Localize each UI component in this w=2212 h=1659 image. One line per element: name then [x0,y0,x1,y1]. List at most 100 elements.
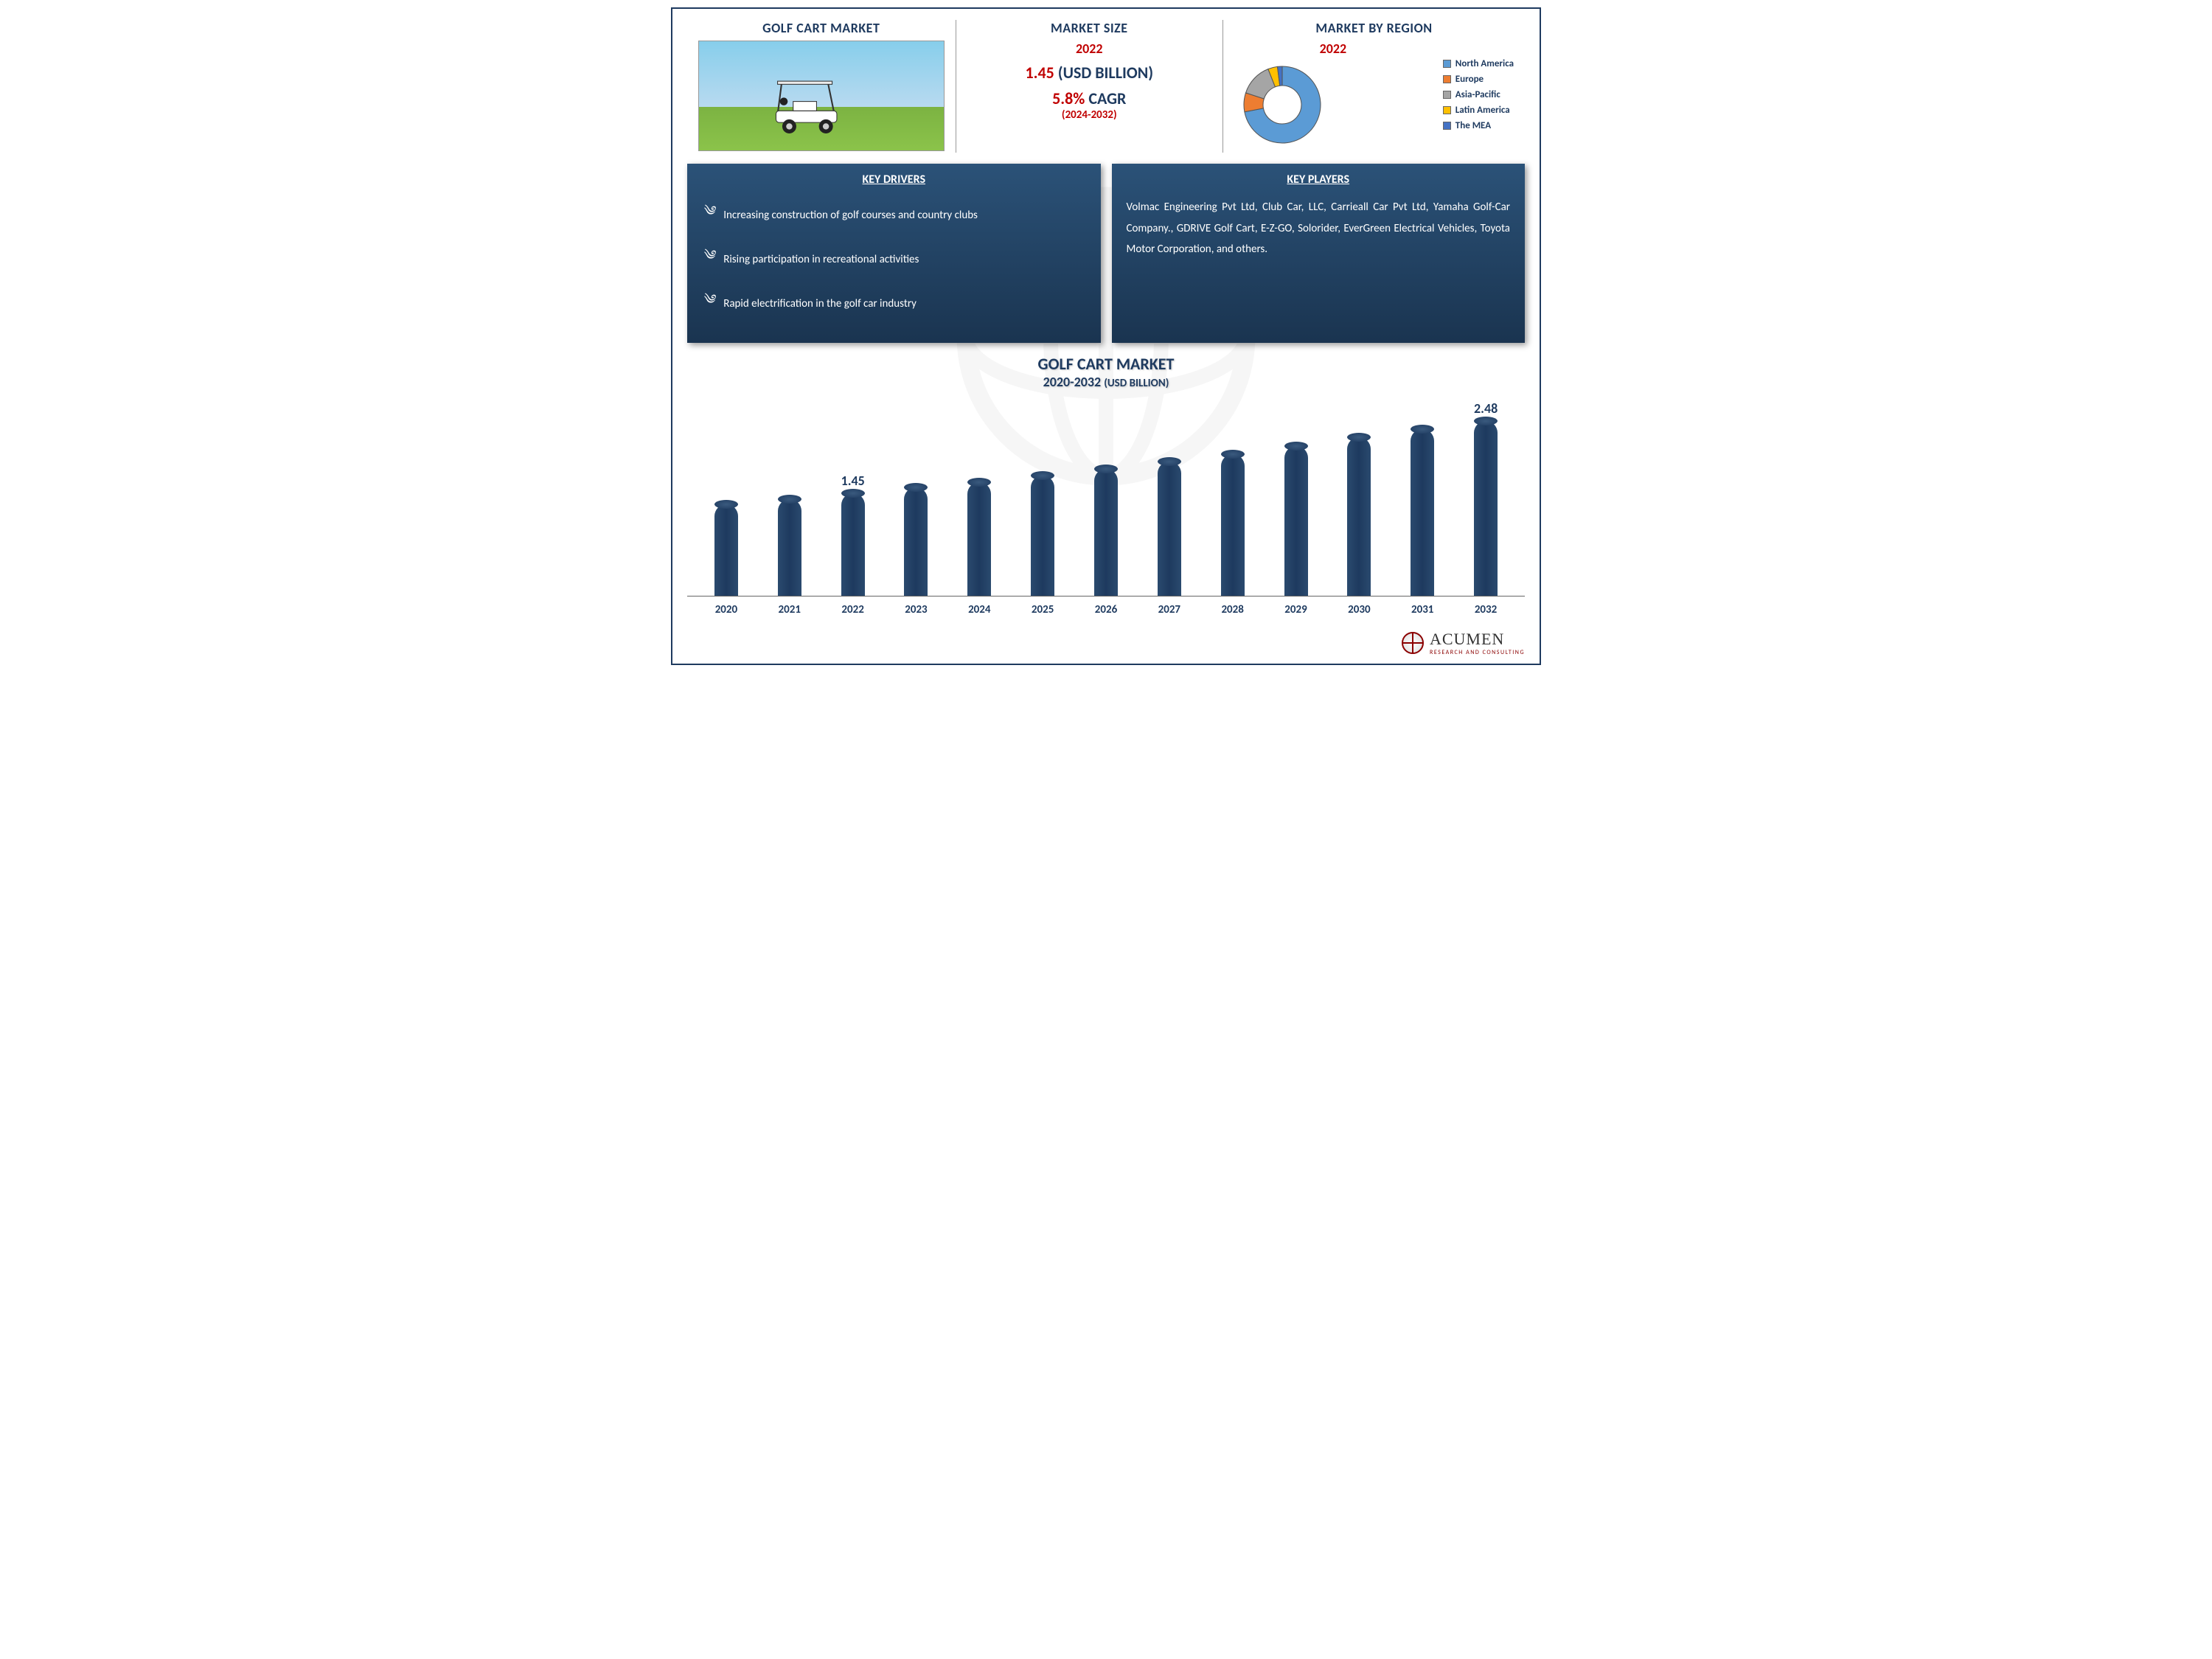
bar [1347,437,1371,596]
bar [1094,469,1118,596]
bar [904,487,928,596]
bar-wrap: 2023 [885,412,948,596]
cagr-pct: 5.8% [1052,88,1085,108]
bar-x-label: 2029 [1284,603,1307,616]
legend-swatch [1443,60,1451,68]
bar [714,504,738,597]
bar [778,499,801,596]
footer-logo: ACUMEN RESEARCH AND CONSULTING [687,630,1525,656]
legend-swatch [1443,106,1451,114]
cagr-line: 5.8% CAGR [967,88,1212,108]
bar-x-label: 2031 [1411,603,1433,616]
bar-x-label: 2028 [1221,603,1243,616]
legend-item: The MEA [1443,120,1514,131]
legend-swatch [1443,91,1451,99]
bar-wrap: 2026 [1074,412,1138,596]
logo-globe-icon [1402,632,1424,654]
driver-text: Rapid electrification in the golf car in… [723,297,917,310]
bar-wrap: 2030 [1327,412,1391,596]
bar [1031,476,1054,596]
bar-x-label: 2024 [968,603,990,616]
driver-item: ༄ Increasing construction of golf courses… [702,197,1086,234]
info-row: KEY DRIVERS ༄ Increasing construction of … [687,164,1525,343]
bar [1284,446,1308,596]
bar-x-label: 2025 [1032,603,1054,616]
bar-wrap: 2.482032 [1454,412,1517,596]
bar [1158,462,1181,596]
legend-label: The MEA [1455,120,1491,131]
bar-wrap: 2025 [1011,412,1074,596]
infographic-frame: GOLF CART MARKET [671,7,1541,665]
key-players-title: KEY PLAYERS [1127,173,1511,187]
bar-wrap: 2031 [1391,412,1454,596]
col-golf-cart-image: GOLF CART MARKET [687,20,956,153]
market-size-year: 2022 [967,41,1212,57]
col2-title: MARKET SIZE [967,20,1212,36]
bar-x-label: 2027 [1158,603,1180,616]
bar-chart: 202020211.452022202320242025202620272028… [687,412,1525,597]
chart-title-line2: 2020-2032 (USD BILLION) [687,374,1525,390]
driver-bullet-icon: ༄ [702,241,714,278]
bar: 1.45 [841,493,865,596]
bar-wrap: 2028 [1201,412,1265,596]
driver-item: ༄ Rapid electrification in the golf car i… [702,285,1086,322]
col-market-size: MARKET SIZE 2022 1.45 (USD BILLION) 5.8%… [956,20,1224,153]
bar-chart-title: GOLF CART MARKET 2020-2032 (USD BILLION) [687,354,1525,390]
bar [1221,454,1245,596]
donut-chart [1234,57,1330,153]
legend-item: Latin America [1443,105,1514,116]
bar-x-label: 2022 [841,603,863,616]
market-value-unit: (USD BILLION) [1058,63,1153,83]
driver-bullet-icon: ༄ [702,285,714,322]
legend-item: Asia-Pacific [1443,89,1514,100]
bar-value-label: 2.48 [1474,400,1498,417]
logo-tagline: RESEARCH AND CONSULTING [1430,649,1525,656]
bar-wrap: 2020 [695,412,758,596]
legend-swatch [1443,122,1451,130]
players-text: Volmac Engineering Pvt Ltd, Club Car, LL… [1127,197,1511,260]
bar: 2.48 [1474,421,1498,597]
legend-label: Europe [1455,74,1484,85]
legend-item: North America [1443,58,1514,69]
bar-wrap: 2029 [1265,412,1328,596]
bar [1411,429,1434,596]
cagr-label: CAGR [1088,88,1126,108]
golf-cart-photo [698,41,945,151]
bar-wrap: 2024 [947,412,1011,596]
col1-title: GOLF CART MARKET [698,20,945,36]
bar-x-label: 2020 [715,603,737,616]
bar-wrap: 2027 [1138,412,1201,596]
col-market-region: MARKET BY REGION 2022 North America Europ… [1223,20,1525,153]
key-drivers-title: KEY DRIVERS [702,173,1086,187]
driver-text: Rising participation in recreational act… [723,253,919,266]
region-legend: North America Europe Asia-Pacific Latin Ame… [1443,58,1514,136]
key-players-box: KEY PLAYERS Volmac Engineering Pvt Ltd, … [1112,164,1526,343]
bar-x-label: 2021 [779,603,801,616]
col3-title: MARKET BY REGION [1234,20,1514,36]
legend-swatch [1443,75,1451,83]
bar-value-label: 1.45 [841,473,865,489]
bar-x-label: 2026 [1095,603,1117,616]
bar-x-label: 2023 [905,603,927,616]
region-year: 2022 [1234,41,1432,57]
legend-label: Latin America [1455,105,1510,116]
legend-label: North America [1455,58,1514,69]
driver-bullet-icon: ༄ [702,197,714,234]
driver-text: Increasing construction of golf courses … [723,209,978,222]
market-size-value: 1.45 (USD BILLION) [967,63,1212,83]
bar-x-label: 2032 [1475,603,1497,616]
bar-wrap: 2021 [758,412,821,596]
bar-x-label: 2030 [1348,603,1370,616]
legend-item: Europe [1443,74,1514,85]
chart-title-line1: GOLF CART MARKET [687,354,1525,374]
bar-wrap: 1.452022 [821,412,885,596]
cagr-period: (2024-2032) [967,108,1212,122]
drivers-list: ༄ Increasing construction of golf courses… [702,197,1086,322]
legend-label: Asia-Pacific [1455,89,1500,100]
top-row: GOLF CART MARKET [687,20,1525,153]
driver-item: ༄ Rising participation in recreational ac… [702,241,1086,278]
market-value-number: 1.45 [1025,63,1054,83]
logo-brand: ACUMEN [1430,630,1525,649]
key-drivers-box: KEY DRIVERS ༄ Increasing construction of … [687,164,1101,343]
bar [967,482,991,596]
